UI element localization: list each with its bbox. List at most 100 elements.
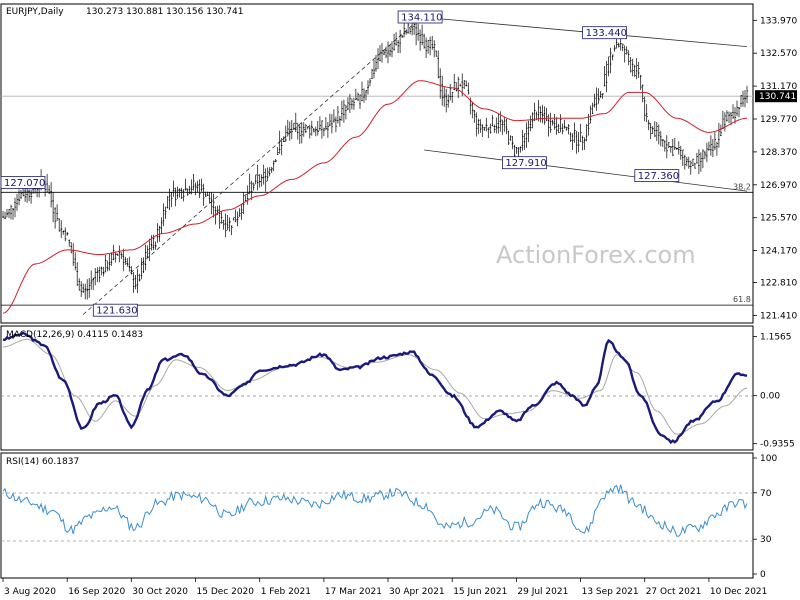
- price-annotation: 134.110: [397, 10, 443, 24]
- candle: [347, 97, 350, 111]
- candle: [86, 279, 89, 300]
- candle: [473, 109, 476, 123]
- candle: [678, 141, 680, 155]
- candle: [487, 127, 490, 139]
- candle: [459, 83, 462, 87]
- time-axis: 3 Aug 2020 16 Sep 2020 30 Oct 2020 15 Dec 2…: [2, 578, 767, 597]
- candle: [419, 29, 422, 51]
- candle: [611, 54, 614, 61]
- candle: [529, 115, 532, 132]
- candle: [601, 93, 604, 99]
- candle: [668, 142, 670, 149]
- candle: [545, 108, 548, 122]
- price-annotation: 127.360: [634, 169, 680, 182]
- candle: [26, 186, 29, 203]
- candle: [651, 126, 654, 134]
- candle: [543, 106, 546, 125]
- candle: [140, 257, 143, 280]
- candle: [427, 39, 430, 54]
- candle: [357, 92, 360, 102]
- candle: [124, 256, 127, 265]
- candle: [146, 245, 149, 258]
- candle: [28, 189, 31, 202]
- candle: [643, 96, 646, 122]
- candle: [100, 266, 103, 276]
- candle: [563, 119, 566, 129]
- candle: [369, 78, 372, 87]
- candle: [738, 107, 741, 118]
- candle: [449, 83, 452, 101]
- candle: [54, 207, 57, 229]
- candle: [14, 197, 17, 218]
- candle: [660, 131, 662, 147]
- candle: [521, 129, 524, 151]
- candle: [377, 48, 380, 70]
- candle: [375, 54, 378, 72]
- price-pane-border: [0, 3, 754, 324]
- candle: [736, 100, 739, 117]
- candle: [8, 208, 11, 219]
- time-tick-label: 3 Aug 2020: [4, 587, 56, 597]
- candle: [234, 209, 237, 223]
- candle: [585, 124, 588, 142]
- candle: [268, 167, 271, 177]
- time-tick-label: 30 Apr 2021: [389, 587, 445, 597]
- candle: [202, 183, 205, 206]
- candle: [431, 35, 434, 50]
- candle: [196, 180, 199, 193]
- time-tick-label: 29 Jul 2021: [517, 587, 568, 597]
- candle: [401, 35, 404, 38]
- candle: [609, 47, 612, 74]
- candle: [365, 90, 368, 101]
- price-tick-label: 131.170: [760, 82, 797, 92]
- candle: [122, 248, 125, 272]
- price-tick-label: 121.410: [760, 311, 797, 321]
- candle: [323, 127, 326, 137]
- candle: [726, 110, 729, 122]
- candle: [477, 118, 480, 135]
- candle: [156, 223, 159, 243]
- candle: [266, 167, 269, 182]
- candle: [154, 241, 157, 250]
- candle: [670, 146, 672, 153]
- candle: [423, 33, 426, 49]
- price-annotation: 127.070: [0, 175, 46, 189]
- candle: [417, 23, 420, 41]
- candle: [90, 270, 93, 290]
- time-tick-label: 15 Jun 2021: [453, 587, 507, 597]
- candle: [204, 191, 207, 197]
- svg-text:121.630: 121.630: [96, 306, 137, 317]
- candle: [150, 235, 153, 251]
- watermark: ActionForex.com: [496, 241, 696, 269]
- candle: [218, 205, 221, 229]
- price-tick-label: 132.570: [760, 49, 797, 59]
- candle: [621, 43, 624, 52]
- candle: [10, 204, 13, 220]
- candle: [240, 204, 243, 220]
- time-tick-label: 13 Sep 2021: [582, 587, 639, 597]
- candle: [728, 111, 731, 124]
- candle: [327, 122, 330, 138]
- candle: [457, 76, 460, 99]
- candle: [451, 92, 454, 103]
- price-annotations: 134.110 133.440 127.070 121.630 127.910 127.3…: [0, 10, 680, 317]
- candle: [317, 121, 319, 136]
- candle: [662, 139, 664, 147]
- candle: [525, 122, 528, 148]
- candle: [447, 94, 450, 108]
- candle: [208, 192, 211, 203]
- candle: [110, 252, 113, 266]
- candle: [471, 101, 474, 119]
- candle: [56, 204, 59, 222]
- macd-tick-label: -0.9355: [760, 440, 795, 450]
- candle: [58, 218, 61, 232]
- symbol-header: EURJPY,Daily: [6, 7, 64, 17]
- candle: [623, 45, 626, 63]
- candle: [315, 126, 317, 137]
- candle: [78, 278, 81, 291]
- candle: [463, 80, 466, 89]
- candle: [339, 116, 342, 127]
- candle: [559, 114, 562, 133]
- candle: [319, 116, 322, 131]
